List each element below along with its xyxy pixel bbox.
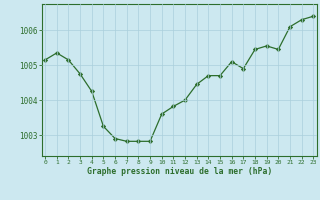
X-axis label: Graphe pression niveau de la mer (hPa): Graphe pression niveau de la mer (hPa)	[87, 167, 272, 176]
